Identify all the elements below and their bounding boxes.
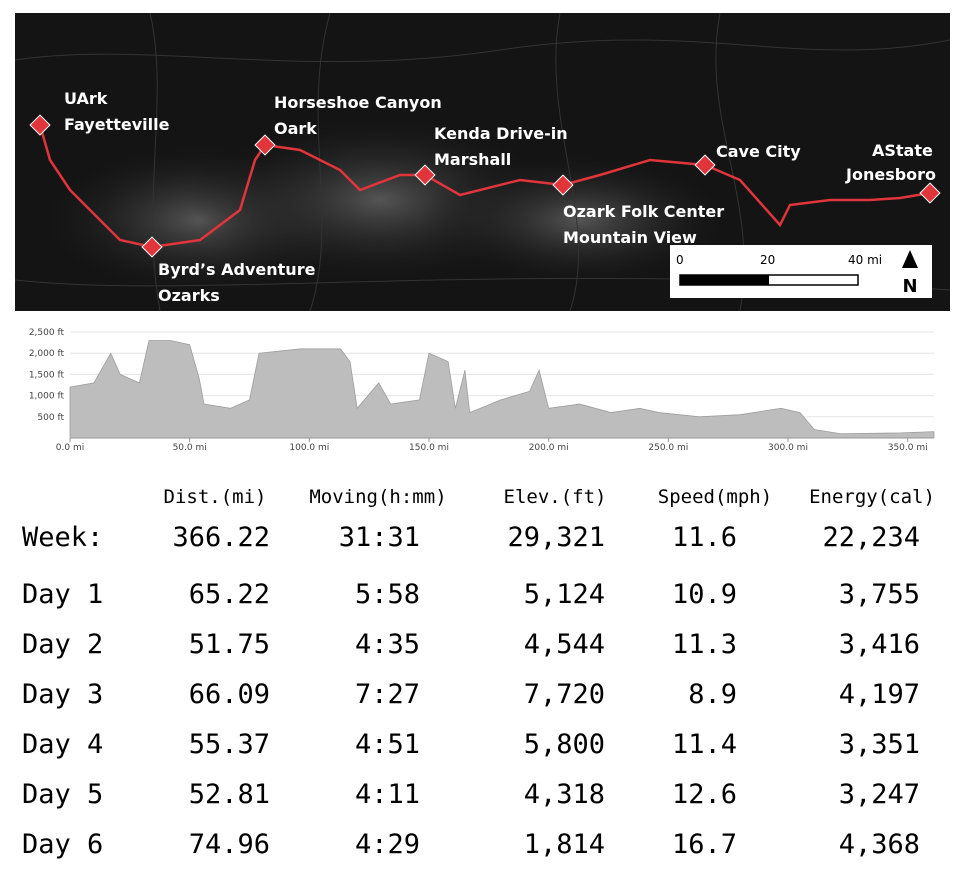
cell: 12.6 [672, 779, 737, 810]
cell: 10.9 [672, 579, 737, 610]
cell: 52.81 [189, 779, 270, 810]
x-tick-label: 150.0 mi [409, 443, 449, 453]
cell: 65.22 [189, 579, 270, 610]
stops [29, 114, 941, 258]
place-label: UArk [64, 89, 108, 108]
scale-bar [680, 275, 769, 285]
cell: 5,124 [524, 579, 605, 610]
place-label: Ozarks [158, 286, 220, 305]
x-tick-label: 50.0 mi [173, 443, 207, 453]
x-tick-label: 250.0 mi [648, 443, 688, 453]
place-label: Jonesboro [845, 165, 936, 184]
place-label: Oark [274, 119, 317, 138]
cell: 7:27 [355, 679, 420, 710]
x-tick-label: 300.0 mi [768, 443, 808, 453]
cell: 3,351 [839, 729, 920, 760]
row-label: Day 5 [22, 779, 103, 810]
cell: 4,544 [524, 629, 605, 660]
elevation-area [69, 340, 935, 439]
cell: 29,321 [507, 522, 605, 553]
column-header: Moving(h:mm) [309, 486, 446, 508]
place-label: Kenda Drive-in [434, 124, 568, 143]
cell: 31:31 [339, 522, 420, 553]
map: UArk Fayetteville Byrd’s Adventure Ozark… [14, 12, 951, 312]
elevation-profile: 500 ft 1,000 ft 1,500 ft 2,000 ft 2,500 ft 0.… [29, 328, 935, 453]
cell: 4,368 [839, 829, 920, 860]
column-header: Speed(mph) [658, 486, 772, 508]
cell: 3,416 [839, 629, 920, 660]
cell: 22,234 [822, 522, 920, 553]
scale-box: 0 20 40 mi N [670, 245, 932, 298]
row-label: Day 6 [22, 829, 103, 860]
cell: 5,800 [524, 729, 605, 760]
cell: 4:35 [355, 629, 420, 660]
place-label: Horseshoe Canyon [274, 93, 442, 112]
x-tick-label: 200.0 mi [529, 443, 569, 453]
place-label: Mountain View [563, 228, 697, 247]
cell: 4:29 [355, 829, 420, 860]
place-label: Byrd’s Adventure [158, 260, 316, 279]
cell: 5:58 [355, 579, 420, 610]
y-tick-label: 2,000 ft [29, 349, 65, 359]
stats-table: Dist.(mi) Moving(h:mm) Elev.(ft) Speed(mph)… [22, 486, 935, 860]
north-arrow [902, 250, 918, 268]
row-label: Week: [22, 522, 103, 553]
cell: 3,755 [839, 579, 920, 610]
cell: 4,197 [839, 679, 920, 710]
north-label: N [902, 276, 917, 297]
row-label: Day 3 [22, 679, 103, 710]
cell: 51.75 [189, 629, 270, 660]
cell: 8.9 [688, 679, 737, 710]
cell: 3,247 [839, 779, 920, 810]
row-label: Day 4 [22, 729, 103, 760]
row-label: Day 2 [22, 629, 103, 660]
cell: 4,318 [524, 779, 605, 810]
place-label: Ozark Folk Center [563, 202, 724, 221]
y-tick-label: 1,500 ft [29, 370, 65, 380]
cell: 11.3 [672, 629, 737, 660]
place-label: Cave City [716, 142, 801, 161]
cell: 74.96 [189, 829, 270, 860]
x-tick-label: 350.0 mi [888, 443, 928, 453]
column-header: Energy(cal) [809, 486, 935, 508]
x-tick-label: 100.0 mi [289, 443, 329, 453]
scale-label: 40 mi [848, 253, 882, 267]
cell: 4:11 [355, 779, 420, 810]
cell: 11.4 [672, 729, 737, 760]
scale-label: 0 [676, 253, 684, 267]
cell: 55.37 [189, 729, 270, 760]
cell: 11.6 [672, 522, 737, 553]
x-tick-label: 0.0 mi [56, 443, 84, 453]
cell: 66.09 [189, 679, 270, 710]
scale-background [670, 245, 932, 298]
cell: 7,720 [524, 679, 605, 710]
place-label: Fayetteville [64, 115, 170, 134]
column-header: Dist.(mi) [164, 486, 267, 508]
place-label: Marshall [434, 150, 511, 169]
cell: 4:51 [355, 729, 420, 760]
cell: 16.7 [672, 829, 737, 860]
place-label: AState [872, 141, 933, 160]
y-tick-label: 500 ft [37, 413, 64, 423]
scale-label: 20 [760, 253, 775, 267]
row-label: Day 1 [22, 579, 103, 610]
y-tick-label: 1,000 ft [29, 392, 65, 402]
column-header: Elev.(ft) [504, 486, 607, 508]
cell: 366.22 [172, 522, 270, 553]
route [38, 124, 931, 249]
y-tick-label: 2,500 ft [29, 328, 65, 338]
cell: 1,814 [524, 829, 605, 860]
